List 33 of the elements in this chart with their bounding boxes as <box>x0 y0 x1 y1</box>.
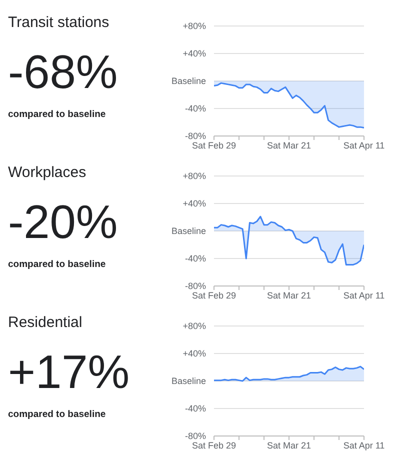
y-tick-label: -80% <box>184 281 206 292</box>
text: compared to baseline <box>8 409 107 420</box>
y-tick-label: +80% <box>182 171 206 182</box>
y-tick-label: Baseline <box>171 226 206 236</box>
x-tick-label: Sat Mar 21 <box>266 290 312 300</box>
x-tick-label: Sat Apr 11 <box>343 440 385 450</box>
x-tick-label: Sat Feb 29 <box>192 290 236 300</box>
x-tick-label: Sat Apr 11 <box>343 290 385 300</box>
text: -20% <box>8 195 119 248</box>
y-tick-label: Baseline <box>171 376 206 386</box>
y-tick-label: +40% <box>182 48 206 59</box>
y-tick-label: +40% <box>182 348 206 359</box>
x-tick-label: Sat Feb 29 <box>192 440 236 450</box>
text: compared to baseline <box>8 259 107 270</box>
y-tick-label: -40% <box>184 254 206 264</box>
text: +17% <box>8 345 131 398</box>
text: Transit stations <box>8 14 110 31</box>
y-tick-label: +80% <box>182 21 206 32</box>
text: Residential <box>8 314 84 331</box>
x-tick-label: Sat Apr 11 <box>343 140 385 150</box>
text: -68% <box>8 45 119 98</box>
x-tick-label: Sat Feb 29 <box>192 140 236 150</box>
y-tick-label: -80% <box>184 431 206 442</box>
x-tick-label: Sat Mar 21 <box>266 140 312 150</box>
text: Workplaces <box>8 164 88 181</box>
text: compared to baseline <box>8 109 107 120</box>
y-tick-label: -40% <box>184 104 206 114</box>
y-tick-label: Baseline <box>171 76 206 86</box>
y-tick-label: -40% <box>184 404 206 414</box>
y-tick-label: -80% <box>184 131 206 142</box>
y-tick-label: +40% <box>182 198 206 209</box>
x-tick-label: Sat Mar 21 <box>266 440 312 450</box>
y-tick-label: +80% <box>182 321 206 332</box>
